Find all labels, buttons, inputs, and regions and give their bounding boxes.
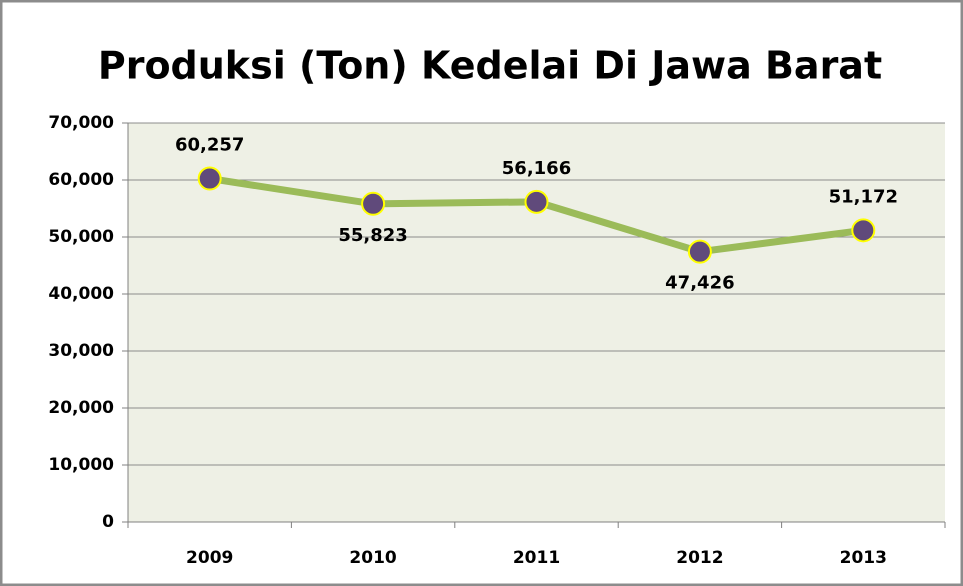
x-tick-label: 2011 bbox=[513, 548, 560, 568]
data-label: 55,823 bbox=[338, 225, 407, 246]
marker bbox=[851, 218, 876, 243]
marker bbox=[361, 191, 386, 216]
y-tick-label: 60,000 bbox=[48, 170, 114, 190]
marker bbox=[524, 189, 549, 214]
marker bbox=[687, 239, 712, 264]
data-label: 51,172 bbox=[829, 186, 898, 207]
chart-title: Produksi (Ton) Kedelai Di Jawa Barat bbox=[98, 44, 882, 88]
x-tick-label: 2012 bbox=[676, 548, 723, 568]
y-tick-label: 20,000 bbox=[48, 398, 114, 418]
data-label: 47,426 bbox=[665, 273, 734, 294]
y-tick-label: 0 bbox=[102, 512, 114, 532]
y-tick-label: 40,000 bbox=[48, 284, 114, 304]
y-tick-label: 70,000 bbox=[48, 113, 114, 133]
marker bbox=[197, 166, 222, 191]
x-tick-label: 2010 bbox=[349, 548, 396, 568]
data-label: 60,257 bbox=[175, 135, 244, 156]
y-tick-label: 10,000 bbox=[48, 455, 114, 475]
x-tick-label: 2013 bbox=[840, 548, 887, 568]
x-tick-label: 2009 bbox=[186, 548, 233, 568]
y-tick-label: 50,000 bbox=[48, 227, 114, 247]
data-label: 56,166 bbox=[502, 158, 571, 179]
y-tick-label: 30,000 bbox=[48, 341, 114, 361]
